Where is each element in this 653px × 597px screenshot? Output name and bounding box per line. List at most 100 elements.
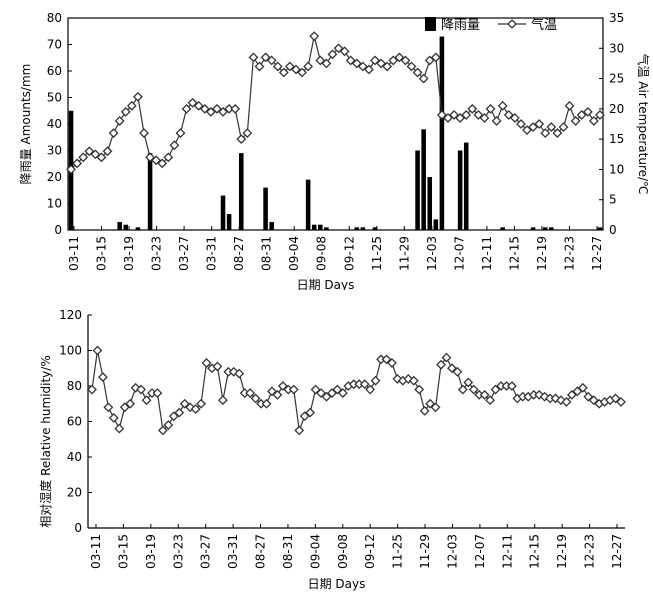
- humidity-point: [157, 425, 168, 436]
- left-tick-label: 80: [47, 11, 62, 25]
- x-tick-label: 12-03: [425, 236, 439, 271]
- temperature-point: [382, 61, 393, 72]
- rain-bar: [530, 227, 536, 230]
- x-tick-label: 08-31: [281, 534, 295, 569]
- rain-bar: [463, 142, 469, 230]
- rain-bar: [354, 227, 360, 230]
- x-tick-label: 09-04: [308, 534, 322, 569]
- right-tick-label: 35: [609, 11, 624, 25]
- temperature-point: [145, 152, 155, 163]
- temperature-point: [418, 73, 429, 84]
- temperature-point: [461, 109, 472, 120]
- humidity-point: [245, 388, 256, 399]
- humidity-point: [441, 352, 452, 363]
- humidity-point: [163, 420, 174, 430]
- x-tick-label: 12-07: [473, 534, 487, 569]
- humidity-point: [234, 368, 245, 379]
- temperature-point: [218, 106, 228, 117]
- left-tick-label: 70: [47, 38, 62, 52]
- y-tick-label: 40: [67, 450, 82, 464]
- legend-rain-swatch: [425, 17, 436, 31]
- temperature-point: [157, 158, 168, 169]
- temperature-point: [266, 55, 277, 66]
- rain-bar: [433, 219, 439, 230]
- temperature-point: [193, 100, 204, 111]
- temperature-point: [66, 164, 76, 175]
- x-tick-label: 11-29: [397, 236, 411, 271]
- temperature-point: [327, 49, 338, 60]
- temperature-point: [430, 52, 441, 63]
- x-tick-label: 08-27: [232, 236, 246, 271]
- temperature-point: [503, 109, 514, 120]
- humidity-point: [168, 411, 179, 422]
- rain-bar: [263, 187, 268, 230]
- temperature-point: [96, 152, 107, 163]
- y-tick-label: 60: [67, 415, 82, 429]
- rain-bar: [311, 224, 317, 230]
- temperature-point: [376, 58, 387, 69]
- temperature-point: [126, 100, 137, 111]
- y-tick-label: 80: [67, 379, 82, 393]
- left-tick-label: 0: [54, 223, 62, 237]
- temperature-point: [540, 128, 551, 139]
- left-tick-label: 30: [47, 144, 62, 158]
- humidity-point: [387, 358, 397, 368]
- temperature-point: [315, 55, 326, 66]
- temperature-point: [570, 116, 581, 126]
- temperature-point: [205, 106, 216, 117]
- humidity-point: [141, 395, 152, 406]
- temperature-point: [485, 103, 496, 114]
- temperature-point: [467, 103, 478, 114]
- rain-bar: [360, 227, 366, 230]
- temperature-point: [272, 61, 283, 72]
- x-tick-label: 09-08: [315, 236, 329, 271]
- temperature-point: [509, 113, 520, 123]
- humidity-point: [588, 395, 599, 406]
- humidity-point: [196, 398, 206, 409]
- legend-temp-marker: [507, 19, 517, 29]
- temperature-point: [491, 116, 502, 126]
- rain-bar: [542, 227, 548, 230]
- temperature-point: [516, 119, 526, 129]
- temperature-point: [108, 128, 119, 139]
- x-tick-label: 03-27: [199, 534, 213, 569]
- x-tick-label: 09-12: [342, 236, 356, 271]
- humidity-point: [468, 384, 479, 395]
- temperature-point: [242, 128, 253, 139]
- rain-bar: [123, 224, 129, 230]
- temperature-point: [303, 61, 314, 72]
- temperature-point: [139, 128, 149, 139]
- temperature-point: [248, 52, 259, 63]
- temperature-point: [187, 97, 198, 108]
- humidity-point: [485, 395, 496, 406]
- x-tick-label: 03-15: [95, 236, 109, 271]
- rain-bar: [372, 227, 378, 230]
- temperature-point: [175, 128, 186, 139]
- humidity-point: [321, 391, 332, 402]
- temperature-point: [212, 103, 222, 114]
- temperature-point: [339, 46, 350, 57]
- humidity-point: [370, 375, 381, 386]
- rain-bar: [147, 153, 153, 230]
- humidity-point: [305, 407, 316, 418]
- humidity-point: [490, 384, 501, 395]
- temperature-point: [388, 55, 399, 66]
- humidity-point: [174, 407, 185, 418]
- temperature-point: [497, 100, 508, 111]
- humidity-point: [108, 413, 119, 423]
- rain-bar: [597, 227, 603, 230]
- humidity-point: [425, 398, 436, 409]
- temperature-point: [558, 122, 569, 132]
- x-tick-label: 12-27: [610, 534, 624, 569]
- humidity-point: [294, 425, 305, 436]
- humidity-point: [250, 393, 261, 404]
- humidity-point: [136, 384, 147, 395]
- rain-bar: [318, 224, 323, 230]
- right-tick-label: 20: [609, 102, 624, 116]
- humidity-point: [261, 398, 272, 409]
- humidity-point: [610, 393, 621, 404]
- humidity-point: [299, 411, 310, 422]
- x-tick-label: 11-29: [418, 534, 432, 569]
- temperature-point: [546, 122, 557, 132]
